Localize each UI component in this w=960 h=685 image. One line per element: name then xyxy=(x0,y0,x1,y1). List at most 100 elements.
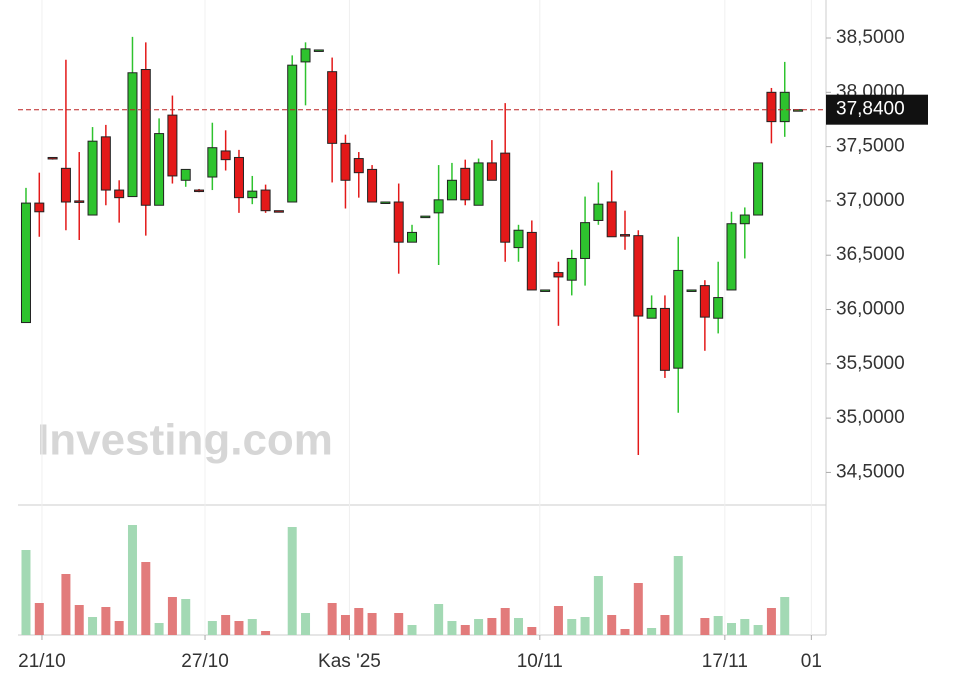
candle-body xyxy=(699,285,710,318)
candle-body xyxy=(327,71,338,144)
x-tick-label: 17/11 xyxy=(702,651,748,672)
volume-bar xyxy=(487,618,497,635)
volume-bar xyxy=(620,629,630,635)
candle-body xyxy=(273,210,284,213)
x-tick-label: 10/11 xyxy=(517,651,563,672)
volume-bar xyxy=(207,621,217,635)
volume-bar xyxy=(713,616,723,635)
volume-bar xyxy=(514,618,524,635)
volume-bar xyxy=(167,597,177,635)
volume-bar xyxy=(127,525,137,635)
last-price-label: 37,8400 xyxy=(836,99,905,120)
volume-bar xyxy=(394,613,404,635)
last-price-box xyxy=(826,94,928,125)
x-tick-label: Kas '25 xyxy=(318,651,381,672)
volume-bar xyxy=(181,599,191,635)
volume-bar xyxy=(447,621,457,635)
volume-bar xyxy=(21,550,31,635)
candle-body xyxy=(433,199,444,214)
volume-bar xyxy=(607,615,617,635)
candle-body xyxy=(566,257,577,281)
candle-body xyxy=(60,167,71,203)
candle-body xyxy=(167,114,178,177)
candle-body xyxy=(393,201,404,243)
x-tick-label: 01 xyxy=(801,651,822,672)
volume-bar xyxy=(141,562,151,635)
volume-bar xyxy=(474,619,484,635)
candle-body xyxy=(766,91,777,123)
y-tick-label: 35,5000 xyxy=(836,353,905,374)
volume-bar xyxy=(780,597,790,635)
candle-body xyxy=(34,202,45,213)
candle-body xyxy=(606,201,617,238)
x-tick-label: 27/10 xyxy=(181,651,229,672)
volume-bar xyxy=(154,623,164,635)
y-tick-label: 36,0000 xyxy=(836,299,905,320)
volume-bar xyxy=(740,619,750,635)
volume-bar xyxy=(34,603,44,635)
candle-body xyxy=(540,289,551,292)
volume-bar xyxy=(287,527,297,635)
y-tick-label: 35,0000 xyxy=(836,407,905,428)
y-tick-label: 38,5000 xyxy=(836,27,905,48)
volume-bar xyxy=(88,617,98,635)
y-tick-label: 36,5000 xyxy=(836,244,905,265)
volume-bar xyxy=(647,628,657,635)
candle-body xyxy=(300,48,311,63)
volume-bar xyxy=(500,608,510,635)
candle-body xyxy=(87,140,98,216)
volume-bar xyxy=(61,574,71,635)
candle-body xyxy=(513,229,524,249)
volume-bar xyxy=(593,576,603,635)
candle-body xyxy=(633,235,644,317)
candle-body xyxy=(207,147,218,178)
volume-bar xyxy=(660,615,670,635)
volume-bar xyxy=(74,605,84,635)
candle-body xyxy=(646,307,657,319)
candle-body xyxy=(500,152,511,243)
volume-bar xyxy=(527,627,537,635)
volume-bar xyxy=(340,615,350,635)
candle-body xyxy=(247,190,258,199)
candle-body xyxy=(140,69,151,206)
volume-bar xyxy=(567,619,577,635)
candle-body xyxy=(194,189,205,193)
volume-bar xyxy=(673,556,683,635)
candle-body xyxy=(260,189,271,212)
volume-bar xyxy=(354,608,364,635)
candle-body xyxy=(473,162,484,206)
y-tick-label: 37,5000 xyxy=(836,136,905,157)
candle-body xyxy=(779,91,790,123)
candle-body xyxy=(659,307,670,371)
y-tick-label: 37,0000 xyxy=(836,190,905,211)
candle-body xyxy=(420,215,431,219)
candle-body xyxy=(619,234,630,237)
volume-bar xyxy=(247,619,257,635)
candle-body xyxy=(686,289,697,292)
candle-body xyxy=(580,222,591,259)
candle-body xyxy=(713,297,724,319)
volume-bar xyxy=(327,603,337,635)
candle-body xyxy=(20,202,31,324)
volume-bar xyxy=(766,608,776,635)
candle-body xyxy=(340,142,351,181)
candle-body xyxy=(313,49,324,52)
volume-bar xyxy=(221,615,231,635)
volume-bar xyxy=(753,625,763,635)
candle-body xyxy=(220,150,231,161)
volume-bar xyxy=(553,606,563,635)
candle-body xyxy=(233,156,244,199)
candle-body xyxy=(74,200,85,203)
candle-body xyxy=(446,179,457,201)
candle-body xyxy=(367,168,378,203)
volume-bar xyxy=(434,604,444,635)
candle-body xyxy=(127,72,138,198)
candle-body xyxy=(726,223,737,291)
candle-body xyxy=(460,167,471,201)
volume-bar xyxy=(700,618,710,635)
volume-bar xyxy=(580,617,590,635)
candle-body xyxy=(753,162,764,216)
candle-body xyxy=(553,272,564,278)
